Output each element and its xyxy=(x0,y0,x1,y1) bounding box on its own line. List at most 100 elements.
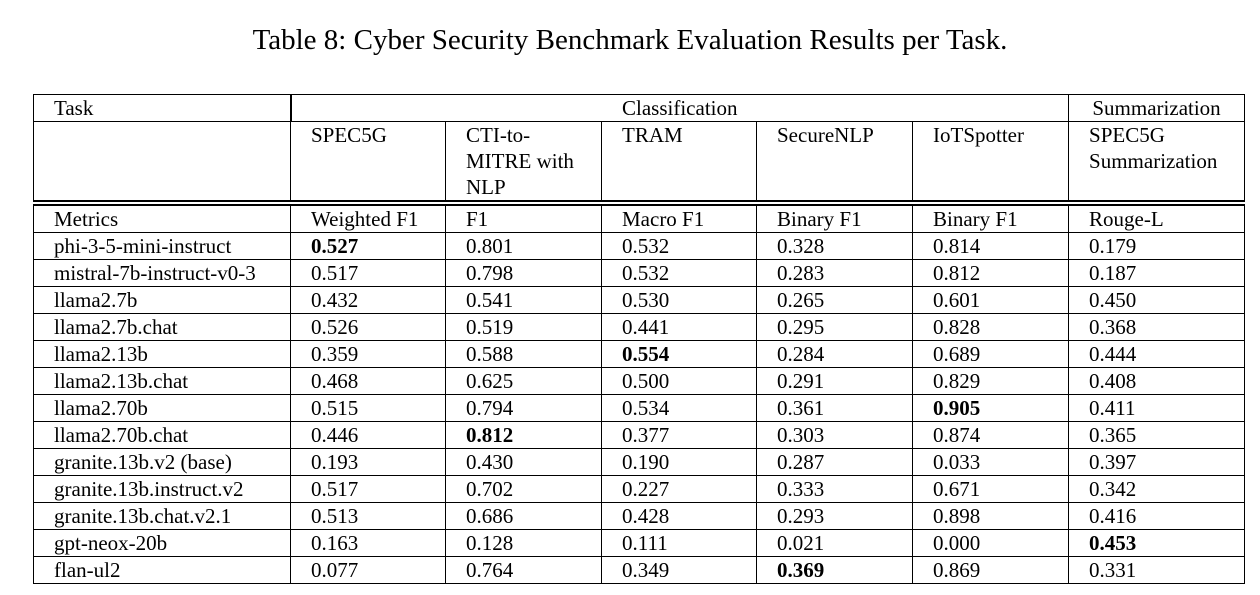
score-cell: 0.187 xyxy=(1068,259,1246,287)
score-cell: 0.021 xyxy=(756,529,913,557)
score-cell: 0.342 xyxy=(1068,475,1246,503)
model-name-cell: granite.13b.v2 (base) xyxy=(33,448,291,476)
score-cell: 0.532 xyxy=(601,232,757,260)
score-cell: 0.411 xyxy=(1068,394,1246,422)
model-name-cell: flan-ul2 xyxy=(33,556,291,584)
score-cell: 0.453 xyxy=(1068,529,1246,557)
task-name-empty xyxy=(33,121,291,204)
score-cell: 0.814 xyxy=(911,232,1070,260)
metric-cell: Weighted F1 xyxy=(290,200,446,233)
score-cell: 0.077 xyxy=(290,556,446,584)
score-cell: 0.295 xyxy=(756,313,913,341)
header-row-groups: Task Classification Summarization xyxy=(33,94,1246,122)
table-row: llama2.70b.chat 0.446 0.812 0.377 0.303 0.874… xyxy=(33,421,1246,449)
score-cell: 0.702 xyxy=(445,475,602,503)
metrics-label: Metrics xyxy=(33,200,291,233)
model-name-cell: llama2.70b.chat xyxy=(33,421,291,449)
score-cell: 0.798 xyxy=(445,259,602,287)
score-cell: 0.874 xyxy=(911,421,1070,449)
score-cell: 0.328 xyxy=(756,232,913,260)
score-cell: 0.190 xyxy=(601,448,757,476)
score-cell: 0.265 xyxy=(756,286,913,314)
table-row: phi-3-5-mini-instruct 0.527 0.801 0.532 0.32… xyxy=(33,232,1246,260)
score-cell: 0.446 xyxy=(290,421,446,449)
model-name-cell: llama2.70b xyxy=(33,394,291,422)
table-row: granite.13b.chat.v2.1 0.513 0.686 0.428 0.29… xyxy=(33,502,1246,530)
task-name-tram: TRAM xyxy=(601,121,757,204)
task-header: Task xyxy=(33,94,292,122)
score-cell: 0.526 xyxy=(290,313,446,341)
model-name-cell: llama2.7b.chat xyxy=(33,313,291,341)
score-cell: 0.527 xyxy=(290,232,446,260)
score-cell: 0.869 xyxy=(911,556,1070,584)
model-name-cell: llama2.7b xyxy=(33,286,291,314)
score-cell: 0.450 xyxy=(1068,286,1246,314)
task-name-cti-to-mitre: CTI-to-MITRE with NLP xyxy=(445,121,602,204)
score-cell: 0.812 xyxy=(911,259,1070,287)
metric-cell: Binary F1 xyxy=(911,200,1070,233)
task-name-spec5g-summarization: SPEC5G Summarization xyxy=(1068,121,1246,204)
table-row: mistral-7b-instruct-v0-3 0.517 0.798 0.532 0… xyxy=(33,259,1246,287)
table-row: flan-ul2 0.077 0.764 0.349 0.369 0.869 0.331 xyxy=(33,556,1246,584)
classification-group-header: Classification xyxy=(289,94,1070,122)
score-cell: 0.554 xyxy=(601,340,757,368)
score-cell: 0.812 xyxy=(445,421,602,449)
score-cell: 0.293 xyxy=(756,502,913,530)
score-cell: 0.513 xyxy=(290,502,446,530)
metric-cell: Macro F1 xyxy=(601,200,757,233)
score-cell: 0.441 xyxy=(601,313,757,341)
table-row: llama2.13b 0.359 0.588 0.554 0.284 0.689 0.444 xyxy=(33,340,1246,368)
score-cell: 0.227 xyxy=(601,475,757,503)
score-cell: 0.828 xyxy=(911,313,1070,341)
score-cell: 0.128 xyxy=(445,529,602,557)
table-row: gpt-neox-20b 0.163 0.128 0.111 0.021 0.000 0.4… xyxy=(33,529,1246,557)
results-table: Task Classification Summarization SPEC5G… xyxy=(33,94,1246,584)
score-cell: 0.284 xyxy=(756,340,913,368)
table-row: llama2.13b.chat 0.468 0.625 0.500 0.291 0.829… xyxy=(33,367,1246,395)
score-cell: 0.359 xyxy=(290,340,446,368)
score-cell: 0.428 xyxy=(601,502,757,530)
score-cell: 0.430 xyxy=(445,448,602,476)
task-name-securenlp: SecureNLP xyxy=(756,121,913,204)
metric-cell: Rouge-L xyxy=(1068,200,1246,233)
metrics-row: Metrics Weighted F1 F1 Macro F1 Binary F… xyxy=(33,200,1246,233)
score-cell: 0.193 xyxy=(290,448,446,476)
model-name-cell: gpt-neox-20b xyxy=(33,529,291,557)
score-cell: 0.801 xyxy=(445,232,602,260)
score-cell: 0.530 xyxy=(601,286,757,314)
score-cell: 0.444 xyxy=(1068,340,1246,368)
score-cell: 0.333 xyxy=(756,475,913,503)
score-cell: 0.898 xyxy=(911,502,1070,530)
model-name-cell: granite.13b.instruct.v2 xyxy=(33,475,291,503)
model-name-cell: mistral-7b-instruct-v0-3 xyxy=(33,259,291,287)
score-cell: 0.163 xyxy=(290,529,446,557)
score-cell: 0.601 xyxy=(911,286,1070,314)
score-cell: 0.408 xyxy=(1068,367,1246,395)
score-cell: 0.033 xyxy=(911,448,1070,476)
score-cell: 0.588 xyxy=(445,340,602,368)
score-cell: 0.303 xyxy=(756,421,913,449)
score-cell: 0.517 xyxy=(290,475,446,503)
metric-cell: Binary F1 xyxy=(756,200,913,233)
task-name-spec5g: SPEC5G xyxy=(290,121,446,204)
model-name-cell: granite.13b.chat.v2.1 xyxy=(33,502,291,530)
score-cell: 0.625 xyxy=(445,367,602,395)
model-name-cell: phi-3-5-mini-instruct xyxy=(33,232,291,260)
score-cell: 0.468 xyxy=(290,367,446,395)
score-cell: 0.111 xyxy=(601,529,757,557)
score-cell: 0.515 xyxy=(290,394,446,422)
score-cell: 0.368 xyxy=(1068,313,1246,341)
score-cell: 0.331 xyxy=(1068,556,1246,584)
score-cell: 0.534 xyxy=(601,394,757,422)
table-row: llama2.70b 0.515 0.794 0.534 0.361 0.905 0.411 xyxy=(33,394,1246,422)
model-name-cell: llama2.13b xyxy=(33,340,291,368)
score-cell: 0.369 xyxy=(756,556,913,584)
score-cell: 0.361 xyxy=(756,394,913,422)
score-cell: 0.179 xyxy=(1068,232,1246,260)
score-cell: 0.291 xyxy=(756,367,913,395)
score-cell: 0.416 xyxy=(1068,502,1246,530)
score-cell: 0.349 xyxy=(601,556,757,584)
score-cell: 0.500 xyxy=(601,367,757,395)
score-cell: 0.829 xyxy=(911,367,1070,395)
score-cell: 0.377 xyxy=(601,421,757,449)
